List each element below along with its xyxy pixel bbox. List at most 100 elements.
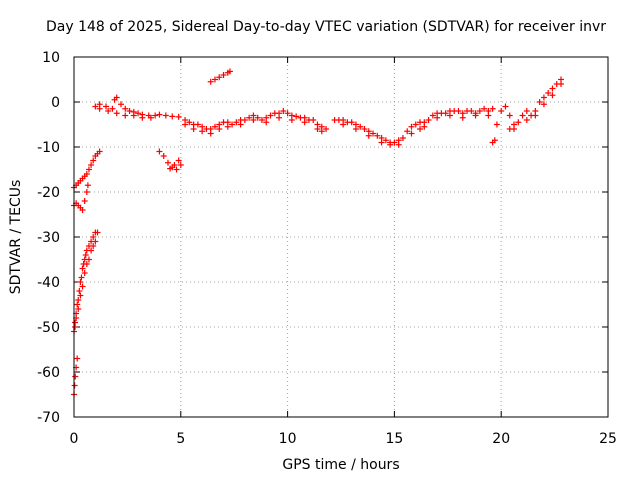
data-point [90, 157, 97, 164]
x-tick-label: 25 [599, 431, 617, 447]
data-point [77, 292, 84, 299]
data-point [455, 108, 462, 114]
x-tick-label: 5 [176, 431, 185, 447]
series-spike-near-7h [207, 68, 233, 85]
data-point [288, 117, 295, 123]
data-point [280, 108, 287, 114]
data-point [284, 110, 291, 117]
data-point [254, 114, 261, 121]
data-point [472, 112, 479, 119]
data-point [81, 270, 88, 276]
series-rise-to-minus-11 [71, 148, 103, 191]
data-point [378, 139, 385, 146]
y-tick-label: -40 [37, 275, 60, 291]
data-point [459, 114, 466, 121]
data-point [395, 141, 402, 148]
data-point [387, 141, 394, 148]
data-point [545, 90, 552, 96]
data-point [72, 373, 79, 380]
data-point [276, 114, 283, 121]
data-point [152, 112, 159, 119]
data-point [175, 113, 182, 120]
series-main-band-lower [96, 81, 565, 148]
data-point [263, 119, 270, 126]
data-point [429, 112, 436, 119]
data-point [175, 157, 182, 164]
data-point [139, 114, 146, 121]
data-point [476, 108, 483, 114]
y-tick-label: -60 [37, 365, 60, 381]
data-point [105, 108, 112, 114]
y-tick-label: -20 [37, 185, 60, 201]
data-point [314, 126, 321, 132]
data-point [506, 112, 513, 119]
data-point [171, 162, 178, 168]
data-point [79, 207, 86, 213]
data-point [340, 121, 347, 128]
data-point [361, 126, 368, 132]
data-point [536, 99, 543, 105]
data-point [220, 72, 227, 78]
data-point [352, 126, 359, 132]
data-point [391, 139, 398, 146]
axis-ticks: 0 5 10 15 20 25 -70 -60 -50 -40 -30 -20 -10 0 10 [37, 50, 617, 447]
data-point [160, 153, 167, 159]
data-point [250, 117, 257, 123]
data-point [549, 92, 556, 99]
data-point [186, 119, 193, 126]
x-tick-label: 15 [385, 431, 403, 447]
data-point [468, 108, 475, 114]
data-point [113, 110, 120, 117]
data-point [216, 126, 223, 132]
data-point [92, 103, 99, 110]
data-point [109, 105, 116, 112]
data-point [532, 112, 539, 119]
data-point [498, 108, 505, 114]
data-point [399, 135, 406, 141]
data-point [103, 103, 110, 110]
data-point [79, 283, 86, 290]
data-point [173, 166, 180, 173]
data-point [540, 94, 547, 101]
data-points [71, 68, 565, 398]
data-point [549, 85, 556, 92]
data-point [233, 119, 240, 126]
data-point [434, 114, 441, 121]
data-point [523, 108, 530, 114]
data-point [96, 105, 103, 112]
data-point [81, 198, 88, 204]
data-point [493, 121, 500, 128]
x-tick-label: 20 [492, 431, 510, 447]
data-point [72, 324, 79, 330]
data-point [190, 126, 197, 132]
data-point [71, 382, 78, 389]
data-point [485, 112, 492, 119]
data-point [412, 121, 419, 128]
data-point [85, 166, 92, 173]
data-point [122, 105, 129, 112]
data-point [96, 148, 103, 155]
data-point [318, 128, 325, 135]
y-axis-label: SDTVAR / TECUs [8, 180, 24, 295]
chart-title: Day 148 of 2025, Sidereal Day-to-day VTE… [46, 19, 606, 35]
data-point [92, 238, 99, 245]
data-point [489, 105, 496, 112]
data-point [446, 112, 453, 119]
data-point [408, 123, 415, 130]
data-point [370, 130, 377, 137]
data-point [211, 76, 218, 83]
data-point [558, 81, 565, 87]
data-point [162, 112, 169, 119]
data-point [199, 128, 206, 135]
data-point [211, 123, 218, 130]
data-point [83, 171, 90, 177]
data-point [130, 112, 137, 119]
data-point [75, 297, 82, 303]
data-point [135, 110, 142, 117]
data-point [216, 74, 223, 81]
data-point [182, 121, 189, 128]
data-point [164, 159, 171, 166]
data-point [519, 112, 526, 119]
data-point [147, 114, 154, 121]
data-point [491, 137, 498, 144]
